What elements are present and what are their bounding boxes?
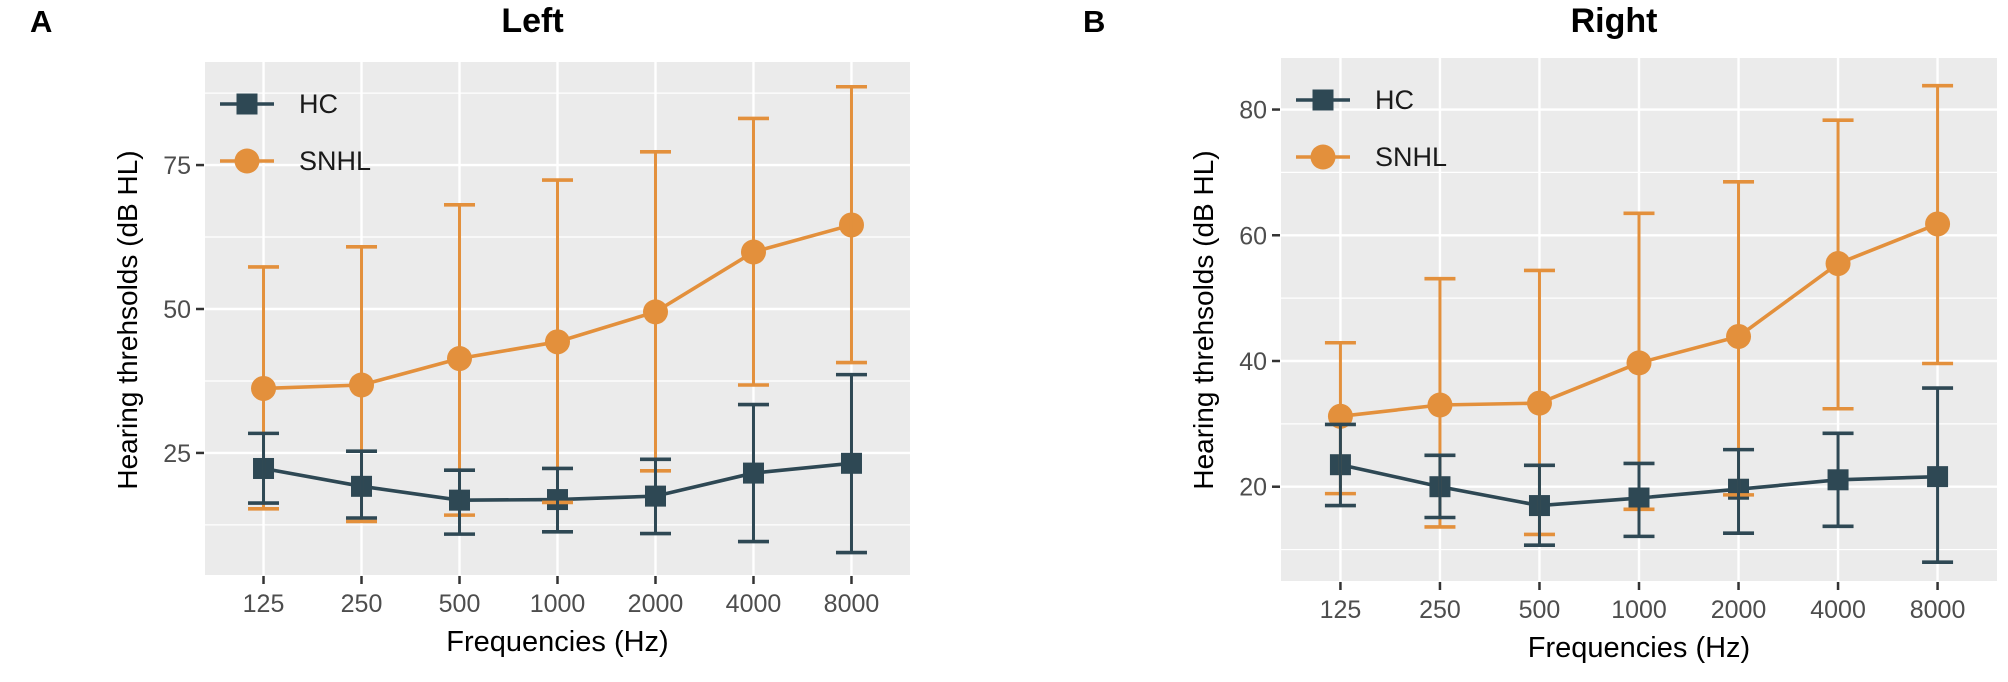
legend-label-HC: HC: [299, 89, 338, 119]
y-tick-label: 60: [1239, 222, 1267, 250]
legend-key-marker-HC: [1312, 89, 1334, 111]
plot-left: 25 50 75 125 250 500 1000 2000 4000 8000 HC SNHL: [163, 62, 910, 618]
y-tick-label: 80: [1239, 97, 1267, 125]
legend-key-marker-HC: [236, 93, 258, 115]
y-tick-label: 25: [163, 440, 191, 468]
legend-key-marker-SNHL: [234, 148, 260, 174]
x-axis-title-left: Frequencies (Hz): [446, 626, 669, 658]
x-tick-label: 500: [1519, 596, 1561, 624]
y-tick-label: 75: [163, 152, 191, 180]
plot-right: 20 40 60 80 125 250 500 1000 2000 4000 8000 HC SNHL: [1239, 58, 1997, 624]
legend-label-HC: HC: [1375, 85, 1414, 115]
panel-letter-a: A: [30, 4, 53, 39]
y-tick-label: 20: [1239, 474, 1267, 502]
chart-title-left: Left: [501, 2, 564, 40]
legend-label-SNHL: SNHL: [299, 146, 371, 176]
x-axis-title-right: Frequencies (Hz): [1527, 632, 1751, 664]
x-tick-label: 8000: [1910, 596, 1966, 624]
x-tick-label: 4000: [1810, 596, 1866, 624]
legend-key-marker-SNHL: [1310, 144, 1336, 170]
x-tick-label: 250: [341, 590, 383, 618]
panel-letter-b: B: [1083, 4, 1106, 39]
x-tick-label: 1000: [530, 590, 586, 618]
y-tick-label: 40: [1239, 348, 1267, 376]
chart-title-right: Right: [1570, 2, 1658, 40]
y-tick-label: 50: [163, 296, 191, 324]
x-tick-label: 500: [439, 590, 481, 618]
x-tick-label: 125: [243, 590, 285, 618]
x-tick-label: 125: [1320, 596, 1362, 624]
x-tick-label: 4000: [726, 590, 782, 618]
x-tick-label: 1000: [1611, 596, 1667, 624]
x-tick-label: 2000: [1711, 596, 1767, 624]
x-tick-label: 8000: [824, 590, 880, 618]
x-tick-label: 250: [1419, 596, 1461, 624]
panel-right: B Right Hearing threhsolds (dB HL) Frequ…: [1004, 0, 2008, 682]
x-tick-label: 2000: [628, 590, 684, 618]
legend-label-SNHL: SNHL: [1375, 142, 1447, 172]
panel-left: A Left Hearing threhsolds (dB HL) Freque…: [30, 2, 910, 658]
